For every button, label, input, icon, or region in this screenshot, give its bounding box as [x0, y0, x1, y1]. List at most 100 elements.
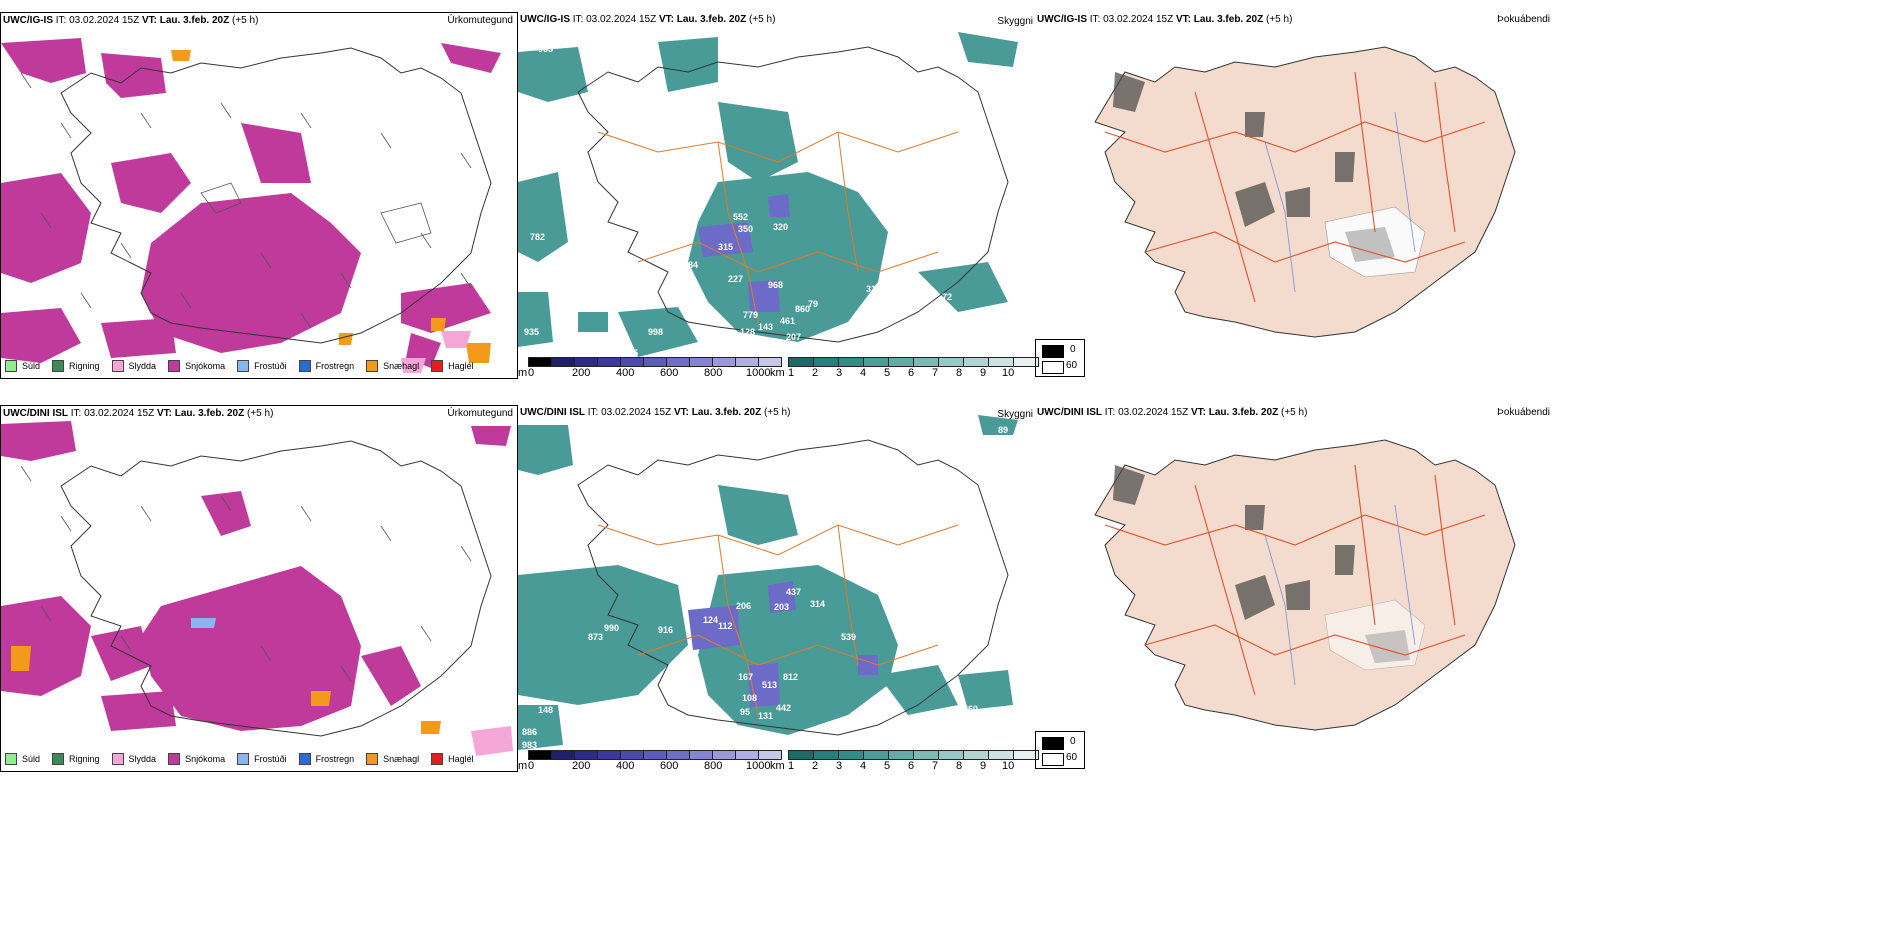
visibility-map-top: 965 965 927 13 189 24 552 350 320 782 18…	[518, 32, 1018, 358]
vis-label: 935	[524, 327, 539, 337]
vis-label: 990	[604, 623, 619, 633]
vis-label: 928	[522, 347, 537, 357]
legend-item: Snjókoma	[168, 753, 225, 765]
vis-label: 124	[703, 615, 718, 625]
vis-label: 513	[762, 680, 777, 690]
panel-title: Þokuábendi	[1497, 407, 1550, 418]
vis-label: 108	[742, 693, 757, 703]
precip-panel-bottom: UWC/DINI ISL IT: 03.02.2024 15Z VT: Lau.…	[0, 405, 518, 772]
vis-label: 207	[786, 332, 801, 342]
vis-label: 886	[522, 727, 537, 737]
legend-item: Súld	[5, 360, 40, 372]
vis-label: 24	[668, 209, 678, 219]
vis-label: 315	[718, 242, 733, 252]
vis-label: 968	[768, 280, 783, 290]
legend-item: Frostregn	[298, 753, 354, 765]
legend-item: Frostregn	[298, 360, 354, 372]
visibility-labels-top: 965 965 927 13 189 24 552 350 320 782 18…	[522, 34, 985, 358]
vis-label: 95	[740, 707, 750, 717]
header-top-fog: UWC/IG-IS IT: 03.02.2024 15Z VT: Lau. 3.…	[1037, 14, 1293, 25]
legend-item: Haglél	[431, 360, 474, 372]
legend-item: Slydda	[111, 753, 156, 765]
vis-label: 184	[683, 260, 698, 270]
panel-title: Úrkomutegund	[447, 408, 513, 419]
visibility-colorbar-top	[788, 357, 1039, 367]
fog-panel-bottom: UWC/DINI ISL IT: 03.02.2024 15Z VT: Lau.…	[1035, 405, 1552, 772]
vis-label: 998	[648, 327, 663, 337]
fog-swatch-dark	[1042, 345, 1064, 358]
vis-label: 978	[950, 316, 965, 326]
ceiling-scale-top: m 0 200 400 600 800 1000	[518, 367, 771, 379]
vis-label: 314	[810, 599, 825, 609]
ceiling-scale-bottom: m 0 200 400 600 800 1000	[518, 760, 771, 772]
fog-legend-top: 0 60	[1035, 339, 1085, 377]
fog-map-bottom	[1094, 439, 1516, 731]
precip-map-bottom	[1, 421, 513, 756]
scale-unit: m	[518, 760, 528, 772]
vis-label: 315	[866, 284, 881, 294]
vis-label: 437	[786, 587, 801, 597]
scale-unit: km	[770, 367, 785, 379]
vis-label: 927	[588, 39, 603, 49]
vis-label: 782	[530, 232, 545, 242]
legend-item: Rigning	[52, 753, 100, 765]
legend-item: Frostúði	[237, 360, 287, 372]
vis-label: 965	[538, 44, 553, 54]
precip-map-top	[1, 38, 501, 373]
vis-label: 891	[860, 715, 875, 725]
vis-label: 89	[998, 425, 1008, 435]
fog-swatch-dark	[1042, 737, 1064, 750]
visibility-panel-bottom: 89 437 203 314 206 124 112 539 990 873 9…	[518, 405, 1035, 772]
visibility-panel-top: 965 965 927 13 189 24 552 350 320 782 18…	[518, 12, 1035, 379]
fog-map-top	[1094, 46, 1516, 338]
legend-item: Haglél	[431, 753, 474, 765]
visibility-scale-top: km 1 2 3 4 5 6 7 8 9 10	[770, 367, 1015, 379]
vis-label: 860	[963, 704, 978, 714]
vis-label: 320	[773, 222, 788, 232]
vis-label: 642	[1013, 737, 1028, 747]
vis-label: 965	[558, 34, 573, 44]
precip-panel-top: UWC/IG-IS IT: 03.02.2024 15Z VT: Lau. 3.…	[0, 12, 518, 379]
scale-unit: m	[518, 367, 528, 379]
precip-legend-top: Súld Rigning Slydda Snjókoma Frostúði Fr…	[5, 360, 474, 372]
vis-label: 916	[658, 625, 673, 635]
vis-label: 539	[841, 632, 856, 642]
vis-label: 930	[970, 332, 985, 342]
vis-label: 350	[738, 224, 753, 234]
vis-label: 131	[758, 711, 773, 721]
header-bottom-precip: UWC/DINI ISL IT: 03.02.2024 15Z VT: Lau.…	[3, 408, 274, 419]
vis-label: 960	[888, 727, 903, 737]
vis-label: 838	[903, 717, 918, 727]
vis-label: 965	[623, 348, 638, 358]
precip-legend-bottom: Súld Rigning Slydda Snjókoma Frostúði Fr…	[5, 753, 474, 765]
vis-label: 983	[522, 740, 537, 750]
vis-label: 552	[733, 212, 748, 222]
header-bottom-fog: UWC/DINI ISL IT: 03.02.2024 15Z VT: Lau.…	[1037, 407, 1308, 418]
scale-unit: km	[770, 760, 785, 772]
fog-legend-bottom: 0 60	[1035, 731, 1085, 769]
legend-item: Slydda	[111, 360, 156, 372]
vis-label: 112	[718, 621, 733, 631]
vis-label: 13	[663, 164, 673, 174]
fog-swatch-light	[1042, 361, 1064, 374]
vis-label: 189	[673, 197, 688, 207]
vis-label: 812	[783, 672, 798, 682]
visibility-colorbar-bottom	[788, 750, 1039, 760]
header-bottom-visibility: UWC/DINI ISL IT: 03.02.2024 15Z VT: Lau.…	[520, 407, 791, 418]
legend-item: Rigning	[52, 360, 100, 372]
vis-label: 203	[774, 602, 789, 612]
vis-label: 167	[738, 672, 753, 682]
vis-label: 72	[942, 292, 952, 302]
panel-title: Skyggni	[997, 409, 1033, 420]
vis-label: 79	[808, 299, 818, 309]
fog-swatch-light	[1042, 753, 1064, 766]
fog-panel-top: UWC/IG-IS IT: 03.02.2024 15Z VT: Lau. 3.…	[1035, 12, 1552, 379]
header-top-visibility: UWC/IG-IS IT: 03.02.2024 15Z VT: Lau. 3.…	[520, 14, 776, 25]
ceiling-colorbar-bottom	[528, 750, 782, 760]
visibility-scale-bottom: km 1 2 3 4 5 6 7 8 9 10	[770, 760, 1015, 772]
vis-label: 873	[588, 632, 603, 642]
vis-label: 148	[538, 705, 553, 715]
legend-item: Snæhagl	[366, 753, 419, 765]
legend-item: Frostúði	[237, 753, 287, 765]
header-top-precip: UWC/IG-IS IT: 03.02.2024 15Z VT: Lau. 3.…	[3, 15, 259, 26]
